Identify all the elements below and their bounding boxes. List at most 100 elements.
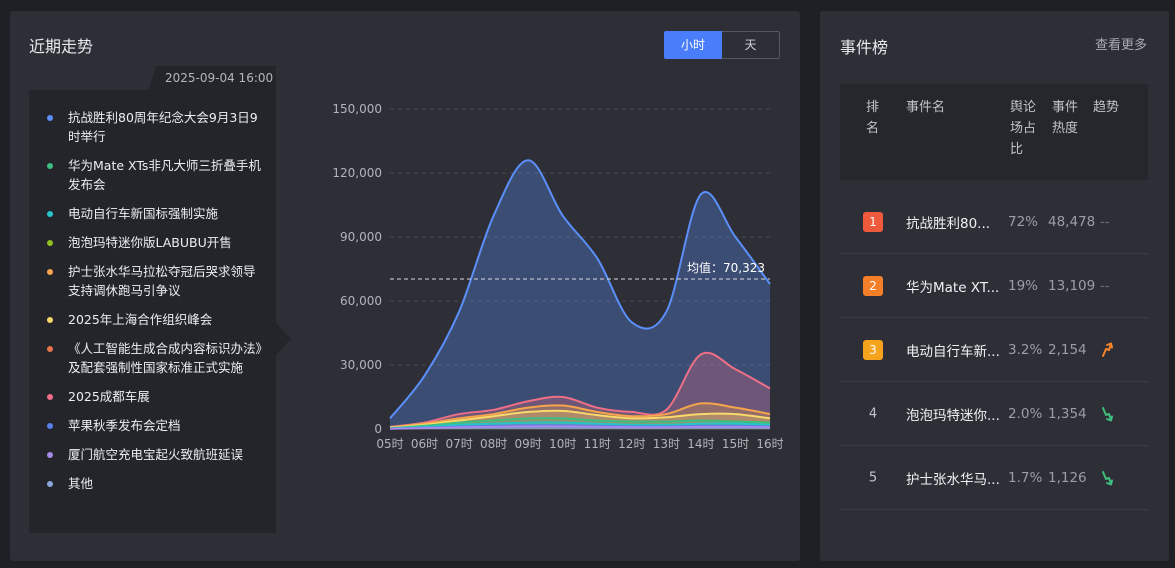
trend-down-icon [1100, 470, 1114, 486]
tooltip-legend-label: 其他 [68, 476, 94, 491]
tooltip-legend-item: 护士张水华马拉松夺冠后哭求领导支持调休跑马引争议 [29, 262, 276, 300]
tooltip-legend-item: 厦门航空充电宝起火致航班延误 [29, 445, 276, 464]
header-rank: 排名 [866, 100, 880, 136]
ranking-row[interactable]: 2 华为Mate XT... 19% 13,109 -- [840, 254, 1148, 318]
header-heat: 事件热度 [1052, 100, 1079, 136]
header-name: 事件名 [906, 100, 946, 115]
series-area [390, 160, 770, 429]
trend-flat: -- [1100, 213, 1110, 230]
ranking-table-header: 排名 事件名 舆论场占比 事件热度 趋势 [840, 84, 1148, 180]
tooltip-time-tab [148, 66, 276, 92]
trend-panel-title: 近期走势 [29, 37, 94, 56]
tooltip-legend-item: 电动自行车新国标强制实施 [29, 204, 276, 223]
tooltip-legend-item: 泡泡玛特迷你版LABUBU开售 [29, 233, 276, 252]
legend-dot-icon [47, 394, 53, 400]
tooltip-legend-label: 2025成都车展 [68, 389, 150, 404]
rank-number: 5 [868, 470, 878, 485]
tooltip-legend-label: 电动自行车新国标强制实施 [68, 206, 219, 221]
legend-dot-icon [47, 163, 53, 169]
legend-dot-icon [47, 317, 53, 323]
ranking-row[interactable]: 1 抗战胜利80... 72% 48,478 -- [840, 190, 1148, 254]
tooltip-legend-label: 厦门航空充电宝起火致航班延误 [68, 447, 244, 462]
trend-down-icon [1100, 406, 1114, 422]
rank-badge: 1 [863, 211, 883, 232]
tooltip-legend-label: 抗战胜利80周年纪念大会9月3日9时举行 [68, 110, 258, 144]
tooltip-legend-item: 苹果秋季发布会定档 [29, 416, 276, 435]
granularity-toggle: 小时 天 [664, 31, 780, 59]
toggle-hour-button[interactable]: 小时 [664, 31, 722, 59]
tooltip-legend-label: 华为Mate XTs非凡大师三折叠手机发布会 [68, 158, 261, 192]
event-name[interactable]: 泡泡玛特迷你... [906, 407, 1000, 424]
x-tick-label: 09时 [515, 437, 542, 451]
event-name[interactable]: 电动自行车新... [906, 343, 1000, 360]
trend-flat: -- [1100, 277, 1110, 294]
x-tick-label: 11时 [584, 437, 611, 451]
event-name[interactable]: 抗战胜利80... [906, 215, 991, 232]
series-line [389, 351, 771, 428]
event-name[interactable]: 华为Mate XT... [906, 279, 1000, 296]
tooltip-legend-item: 其他 [29, 474, 276, 493]
event-heat: 1,126 [1048, 469, 1087, 486]
event-share: 19% [1008, 277, 1039, 294]
ranking-row[interactable]: 3 电动自行车新... 3.2% 2,154 [840, 318, 1148, 382]
header-share: 舆论场占比 [1010, 100, 1037, 157]
series-line [389, 159, 771, 419]
series-line [389, 425, 771, 430]
ranking-panel-title: 事件榜 [840, 38, 889, 57]
rank-badge: 2 [863, 275, 883, 296]
ranking-row[interactable]: 5 护士张水华马... 1.7% 1,126 [840, 446, 1148, 510]
legend-dot-icon [47, 115, 53, 121]
event-heat: 13,109 [1048, 277, 1096, 294]
tooltip-legend-label: 2025年上海合作组织峰会 [68, 312, 213, 327]
tooltip-legend-item: 2025成都车展 [29, 387, 276, 406]
tooltip-legend-item: 《人工智能生成合成内容标识办法》及配套强制性国家标准正式实施 [29, 339, 276, 377]
legend-dot-icon [47, 452, 53, 458]
y-tick-label: 90,000 [340, 230, 382, 244]
tooltip-legend-item: 华为Mate XTs非凡大师三折叠手机发布会 [29, 156, 276, 194]
x-tick-label: 16时 [756, 437, 783, 451]
event-share: 3.2% [1008, 341, 1043, 358]
toggle-day-button[interactable]: 天 [722, 31, 780, 59]
event-share: 72% [1008, 213, 1039, 230]
event-heat: 2,154 [1048, 341, 1087, 358]
x-tick-label: 14时 [687, 437, 714, 451]
legend-dot-icon [47, 240, 53, 246]
rank-number: 4 [868, 406, 878, 421]
legend-dot-icon [47, 423, 53, 429]
tooltip-pointer [276, 323, 291, 355]
series-area [390, 352, 770, 429]
x-tick-label: 08时 [480, 437, 507, 451]
tooltip-legend-label: 苹果秋季发布会定档 [68, 418, 181, 433]
event-heat: 1,354 [1048, 405, 1087, 422]
trend-panel: 近期走势 小时 天 2025-09-04 16:00 抗战胜利80周年纪念大会9… [10, 11, 800, 561]
series-area [390, 403, 770, 429]
event-name[interactable]: 护士张水华马... [906, 471, 1000, 488]
y-tick-label: 120,000 [332, 166, 382, 180]
series-line [389, 421, 771, 430]
average-label: 均值：70,323 [687, 260, 765, 275]
rank-badge: 3 [863, 339, 883, 360]
y-tick-label: 150,000 [332, 102, 382, 116]
trend-up-icon [1100, 342, 1114, 358]
y-tick-label: 60,000 [340, 294, 382, 308]
y-tick-label: 30,000 [340, 358, 382, 372]
series-line [389, 409, 771, 429]
series-line [389, 417, 771, 430]
x-tick-label: 10时 [549, 437, 576, 451]
series-line [389, 402, 771, 429]
x-tick-label: 06时 [411, 437, 438, 451]
trend-area-chart[interactable]: 0 30,000 60,000 90,000 120,000 150,000 05时 06时 0… [310, 91, 790, 461]
legend-dot-icon [47, 481, 53, 487]
event-heat: 48,478 [1048, 213, 1096, 230]
x-tick-label: 13时 [653, 437, 680, 451]
event-share: 2.0% [1008, 405, 1043, 422]
legend-dot-icon [47, 211, 53, 217]
tooltip-legend-item: 抗战胜利80周年纪念大会9月3日9时举行 [29, 108, 276, 146]
ranking-row[interactable]: 4 泡泡玛特迷你... 2.0% 1,354 [840, 382, 1148, 446]
event-share: 1.7% [1008, 469, 1043, 486]
tooltip-legend-label: 《人工智能生成合成内容标识办法》及配套强制性国家标准正式实施 [68, 341, 262, 375]
x-tick-label: 07时 [445, 437, 472, 451]
x-tick-label: 05时 [376, 437, 403, 451]
x-tick-label: 12时 [618, 437, 645, 451]
view-more-link[interactable]: 查看更多 [1094, 38, 1147, 53]
